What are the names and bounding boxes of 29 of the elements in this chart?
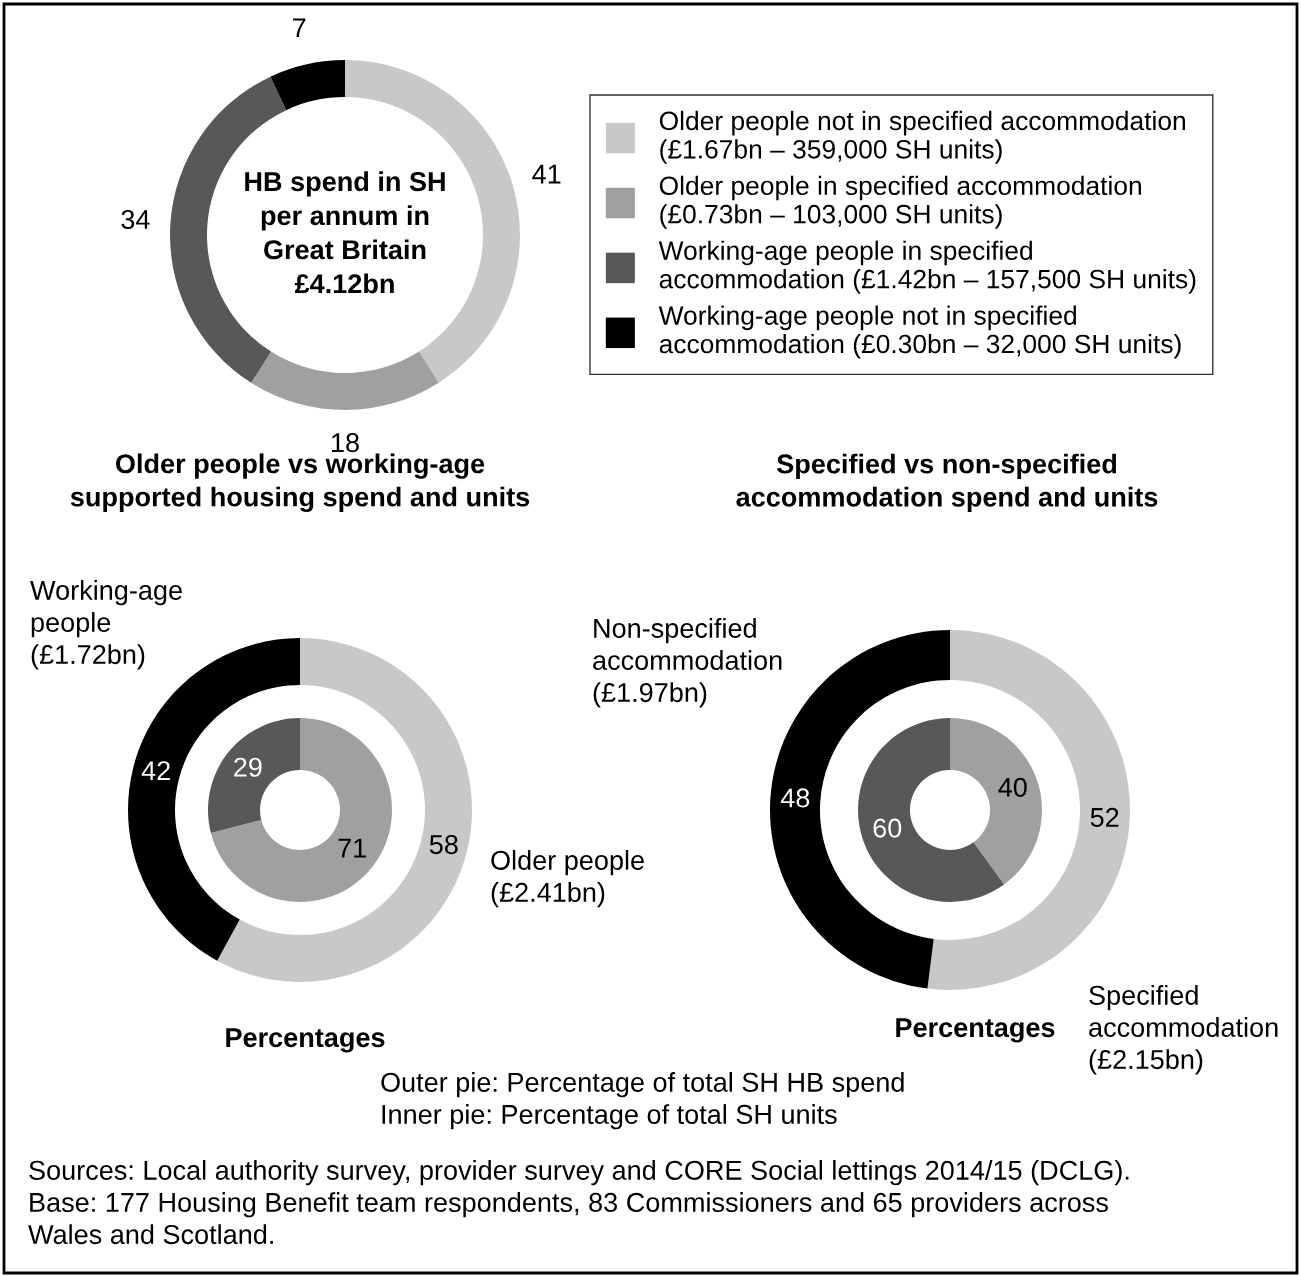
slice-label: Older people (£2.41bn)	[491, 850, 644, 908]
text: HB spend in SH per annum in Great Britain £4.12bn	[245, 171, 445, 294]
chart-title: Older people vs working-age supported housing spend and units	[70, 453, 530, 512]
chart-title: Specified vs non-specified accommodation spend and units	[736, 453, 1158, 512]
data-label: 41	[532, 164, 561, 184]
donut-slice	[251, 351, 439, 410]
data-label: 7	[293, 18, 306, 38]
text: Percentages	[226, 1028, 385, 1053]
data-label: 71	[338, 838, 366, 858]
legend-label: Working-age people in specified accommodation (£1.42bn – 157,500 SH units)	[658, 240, 1196, 294]
text: Percentages	[896, 1018, 1055, 1043]
slice-label: Non-specified accommodation (£1.97bn)	[593, 618, 782, 708]
data-label: 52	[1090, 807, 1119, 827]
data-label: 42	[141, 761, 170, 781]
data-label: 34	[121, 209, 150, 230]
legend-label: Older people in specified accommodation (£0.73bn – 103,000 SH units)	[659, 175, 1141, 229]
data-label: 29	[234, 757, 262, 777]
slice-label: Working-age people (£1.72bn)	[30, 580, 182, 670]
data-label: 60	[873, 818, 902, 838]
data-label: 40	[998, 777, 1027, 797]
data-label: 58	[429, 835, 458, 855]
data-label: 48	[780, 788, 810, 808]
donut-slice	[270, 60, 345, 111]
source-note: Sources: Local authority survey, provider survey and CORE Social lettings 2014/15 (DCLG). Base: 177 Housing Benefit team respondents, 83 Commissioners and 65 providers across Wales and Scotland.	[28, 1160, 1129, 1245]
legend-label: Working-age people not in specified accommodation (£0.30bn – 32,000 SH units)	[658, 305, 1181, 359]
data-label: 18	[332, 433, 359, 453]
legend-label: Older people not in specified accommodation (£1.67bn – 359,000 SH units)	[659, 110, 1185, 164]
text: Outer pie: Percentage of total SH HB spend Inner pie: Percentage of total SH units	[381, 1072, 904, 1130]
slice-label: Specified accommodation (£2.15bn)	[1089, 985, 1278, 1075]
